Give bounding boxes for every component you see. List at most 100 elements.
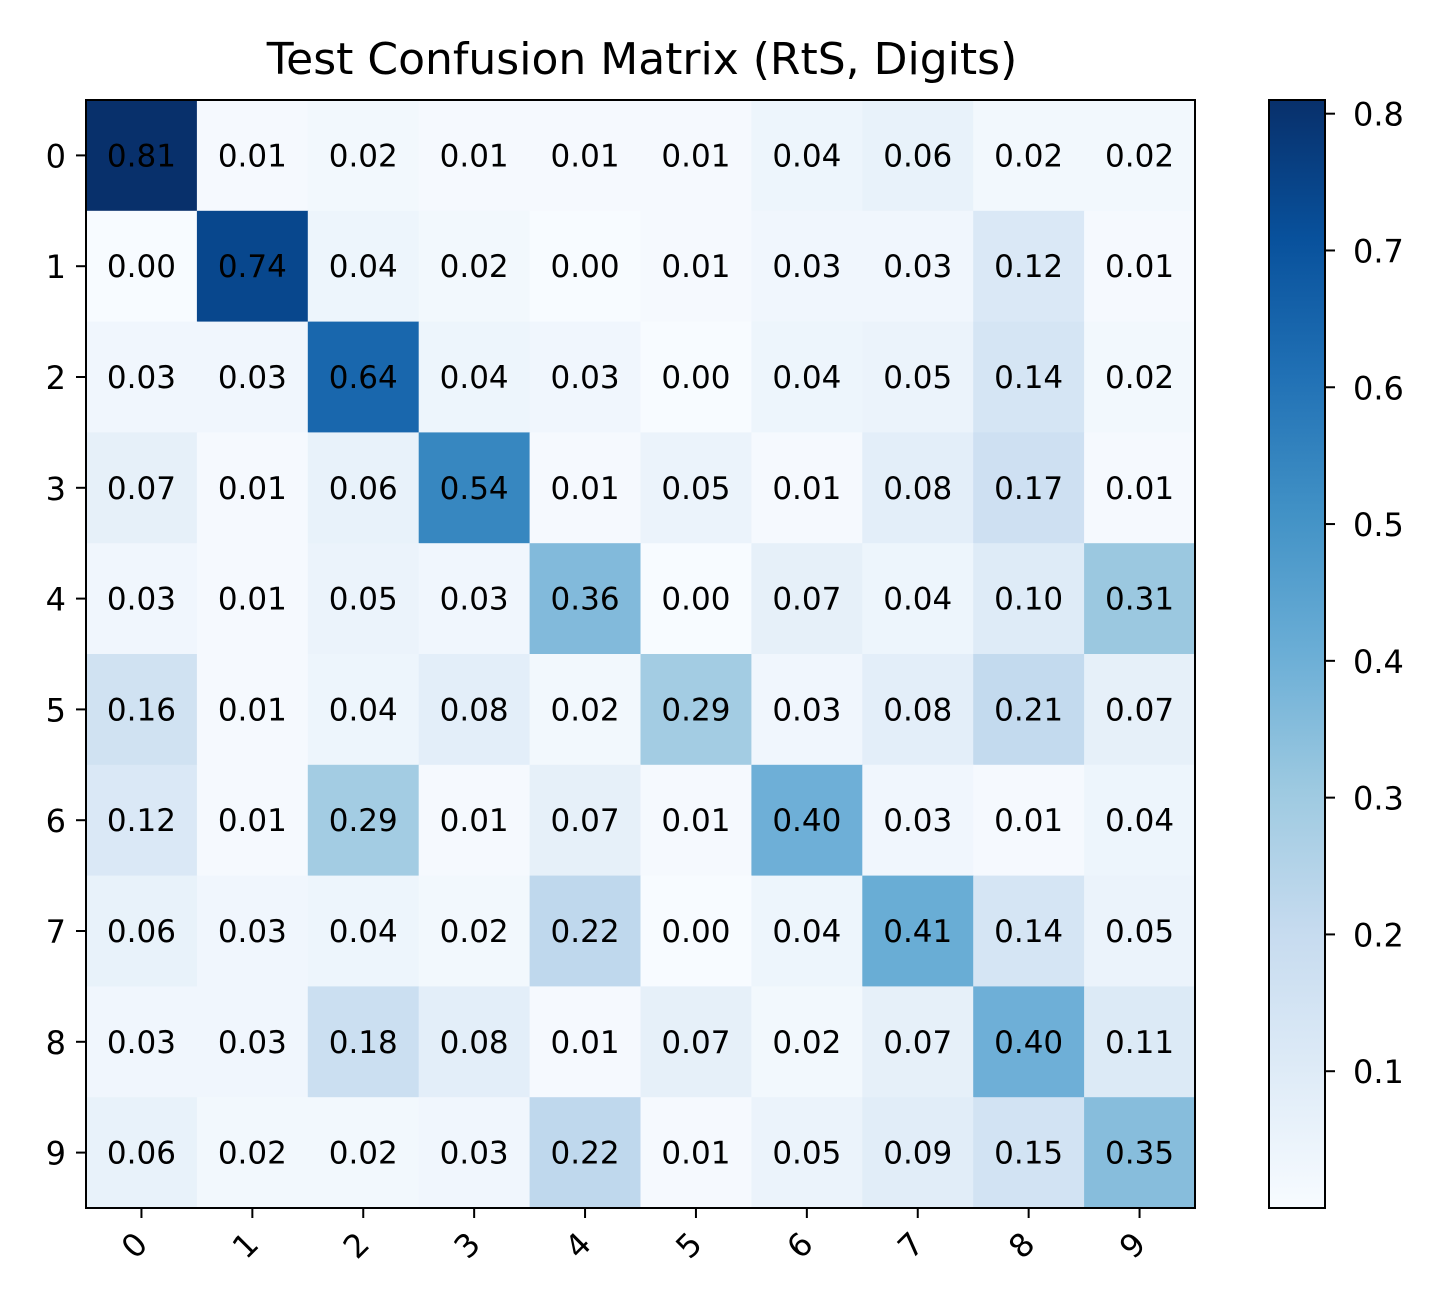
cell-value-label: 0.00 — [661, 360, 730, 396]
x-tick-label: 2 — [336, 1225, 377, 1266]
cell-value-label: 0.03 — [218, 360, 287, 396]
heatmap-cells — [86, 100, 1196, 1209]
cell-value-label: 0.21 — [994, 692, 1063, 728]
colorbar-tick-label: 0.5 — [1353, 506, 1404, 544]
cell-value-label: 0.64 — [329, 360, 398, 396]
heatmap-cell — [1084, 986, 1196, 1098]
heatmap-cell — [1084, 543, 1196, 655]
heatmap-cell — [862, 1097, 974, 1209]
cell-value-label: 0.01 — [440, 138, 509, 174]
heatmap-cell — [1084, 875, 1196, 987]
heatmap-cell — [751, 764, 863, 877]
heatmap-cell — [862, 654, 974, 766]
heatmap-cell — [196, 875, 309, 987]
heatmap-cell — [529, 321, 642, 433]
cell-value-label: 0.12 — [107, 803, 176, 839]
colorbar-tick-label: 0.1 — [1353, 1053, 1404, 1091]
heatmap-cell — [418, 321, 531, 433]
cell-value-label: 0.05 — [1105, 914, 1174, 950]
colorbar-tick-label: 0.7 — [1353, 232, 1404, 270]
x-tick-label: 0 — [114, 1225, 155, 1266]
chart-title: Test Confusion Matrix (RtS, Digits) — [266, 34, 1018, 85]
cell-value-label: 0.01 — [661, 249, 730, 285]
heatmap-cell — [751, 100, 863, 212]
heatmap-cell — [196, 654, 309, 766]
heatmap-cell — [307, 1097, 420, 1209]
cell-value-label: 0.03 — [107, 582, 176, 618]
heatmap-cell — [862, 210, 974, 323]
heatmap-cell — [640, 986, 752, 1098]
heatmap-cell — [751, 543, 863, 655]
cell-value-label: 0.02 — [1105, 360, 1174, 396]
heatmap-cell — [751, 1097, 863, 1209]
cell-value-label: 0.01 — [772, 471, 841, 507]
cell-value-label: 0.15 — [994, 1136, 1063, 1172]
cell-value-label: 0.01 — [440, 803, 509, 839]
cell-value-label: 0.03 — [551, 360, 620, 396]
heatmap-cell — [418, 100, 531, 212]
cell-value-label: 0.02 — [329, 138, 398, 174]
x-tick-label: 3 — [447, 1225, 488, 1266]
heatmap-cell — [529, 543, 642, 655]
heatmap-cell — [640, 543, 752, 655]
cell-value-label: 0.03 — [440, 1136, 509, 1172]
colorbar: 0.1 0.2 0.3 0.4 0.5 0.6 0.7 0.8 — [1268, 96, 1404, 1209]
cell-value-label: 0.01 — [661, 803, 730, 839]
cell-value-label: 0.01 — [218, 471, 287, 507]
cell-value-label: 0.02 — [440, 914, 509, 950]
heatmap-cell — [751, 432, 863, 544]
heatmap-cell — [307, 986, 420, 1098]
heatmap-cell — [196, 1097, 309, 1209]
heatmap-cell — [418, 210, 531, 323]
heatmap-cell — [862, 432, 974, 544]
cell-value-label: 0.35 — [1105, 1136, 1174, 1172]
heatmap-cell — [529, 100, 642, 212]
cell-value-label: 0.01 — [218, 692, 287, 728]
cell-value-label: 0.00 — [661, 914, 730, 950]
cell-value-label: 0.41 — [883, 914, 952, 950]
cell-value-label: 0.07 — [661, 1025, 730, 1061]
cell-value-label: 0.02 — [772, 1025, 841, 1061]
cell-value-label: 0.10 — [994, 582, 1063, 618]
cell-value-label: 0.01 — [661, 138, 730, 174]
cell-value-label: 0.05 — [883, 360, 952, 396]
heatmap-cell — [862, 764, 974, 877]
cell-value-label: 0.14 — [994, 360, 1063, 396]
cell-value-label: 0.01 — [1105, 249, 1174, 285]
cell-value-label: 0.04 — [329, 914, 398, 950]
heatmap-cell — [307, 100, 420, 212]
heatmap-cell — [973, 321, 1085, 433]
cell-value-label: 0.29 — [329, 803, 398, 839]
cell-value-label: 0.03 — [218, 1025, 287, 1061]
y-tick-label: 2 — [46, 359, 66, 397]
heatmap-cell — [307, 764, 420, 877]
heatmap-cell — [1084, 321, 1196, 433]
heatmap-cell — [196, 100, 309, 212]
cell-value-label: 0.01 — [1105, 471, 1174, 507]
heatmap-cell — [640, 764, 752, 877]
colorbar-frame — [1268, 99, 1326, 1209]
heatmap-cell — [86, 1097, 198, 1209]
heatmap-cell — [1084, 432, 1196, 544]
heatmap-cell — [418, 654, 531, 766]
cell-value-label: 0.04 — [772, 138, 841, 174]
cell-value-label: 0.03 — [107, 1025, 176, 1061]
y-axis: 0 1 2 3 4 5 6 7 8 9 — [46, 137, 86, 1173]
cell-value-label: 0.81 — [107, 138, 176, 174]
heatmap-cell — [196, 764, 309, 877]
y-tick-label: 6 — [46, 802, 66, 840]
cell-value-label: 0.05 — [772, 1136, 841, 1172]
cell-value-label: 0.06 — [107, 914, 176, 950]
heatmap-cell — [196, 210, 309, 323]
x-tick-label: 6 — [779, 1225, 820, 1266]
cell-value-label: 0.03 — [440, 582, 509, 618]
cell-value-label: 0.04 — [772, 914, 841, 950]
y-tick-label: 0 — [46, 137, 66, 175]
cell-value-label: 0.02 — [1105, 138, 1174, 174]
cell-value-label: 0.03 — [883, 803, 952, 839]
cell-value-label: 0.22 — [551, 1136, 620, 1172]
heatmap-cell — [86, 210, 198, 323]
heatmap-cell — [640, 875, 752, 987]
heatmap-cell — [196, 986, 309, 1098]
